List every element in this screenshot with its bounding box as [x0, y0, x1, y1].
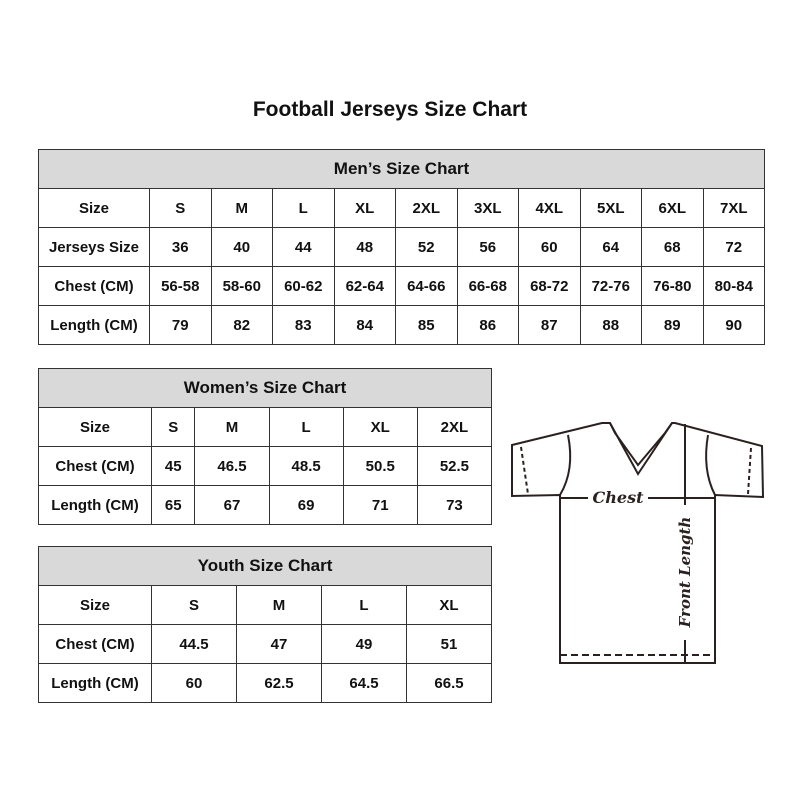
- jersey-outline: [511, 422, 765, 664]
- table-cell: 2XL: [416, 407, 493, 447]
- table-cell: 40: [210, 227, 273, 267]
- table-cell: 60: [518, 227, 581, 267]
- table-row: Size S M L XL: [38, 585, 492, 625]
- table-cell: 67: [194, 485, 270, 525]
- table-cell: 68-72: [518, 266, 581, 306]
- table-cell: 79: [149, 305, 212, 345]
- row-label: Size: [38, 188, 150, 228]
- table-cell: XL: [333, 188, 396, 228]
- table-cell: 82: [210, 305, 273, 345]
- table-cell: L: [272, 188, 335, 228]
- table-cell: 69: [268, 485, 344, 525]
- table-cell: 60-62: [272, 266, 335, 306]
- table-cell: 44.5: [151, 624, 237, 664]
- table-cell: 73: [416, 485, 493, 525]
- table-cell: 88: [579, 305, 642, 345]
- table-row: Size S M L XL 2XL 3XL 4XL 5XL 6XL 7XL: [38, 188, 765, 228]
- table-row: Chest (CM) 45 46.5 48.5 50.5 52.5: [38, 446, 493, 486]
- armhole-right: [705, 434, 716, 496]
- table-cell: 68: [641, 227, 704, 267]
- sleeve-stitch: [520, 446, 752, 495]
- front-length-label: Front Length: [676, 517, 694, 629]
- table-row: Chest (CM) 44.5 47 49 51: [38, 624, 492, 664]
- mens-size-table: Men’s Size Chart Size S M L XL 2XL 3XL 4XL 5XL 6XL…: [38, 149, 765, 345]
- table-cell: 7XL: [702, 188, 765, 228]
- row-label: Chest (CM): [38, 624, 152, 664]
- row-label: Size: [38, 585, 152, 625]
- table-cell: S: [150, 407, 196, 447]
- row-label: Chest (CM): [38, 446, 152, 486]
- table-cell: 52.5: [416, 446, 493, 486]
- table-cell: 5XL: [579, 188, 642, 228]
- table-cell: 47: [236, 624, 322, 664]
- table-heading: Men’s Size Chart: [38, 149, 765, 189]
- table-cell: L: [321, 585, 407, 625]
- table-cell: L: [268, 407, 344, 447]
- table-row: Size S M L XL 2XL: [38, 407, 493, 447]
- row-label: Jerseys Size: [38, 227, 150, 267]
- table-cell: 80-84: [702, 266, 765, 306]
- row-label: Length (CM): [38, 305, 150, 345]
- table-cell: 85: [395, 305, 458, 345]
- table-row: Length (CM) 79 82 83 84 85 86 87 88 89 90: [38, 305, 765, 345]
- table-cell: 36: [149, 227, 212, 267]
- youth-size-table: Youth Size Chart Size S M L XL Chest (CM) 44.5 4…: [38, 546, 492, 703]
- collar: [609, 422, 673, 467]
- table-cell: 45: [150, 446, 196, 486]
- table-cell: 48: [333, 227, 396, 267]
- table-row: Jerseys Size 36 40 44 48 52 56 60 64 68 72: [38, 227, 765, 267]
- table-cell: 87: [518, 305, 581, 345]
- table-cell: 76-80: [641, 266, 704, 306]
- armhole-left: [559, 434, 572, 496]
- page-title: Football Jerseys Size Chart: [252, 98, 528, 121]
- table-cell: 84: [333, 305, 396, 345]
- table-cell: XL: [342, 407, 418, 447]
- table-cell: S: [151, 585, 237, 625]
- table-cell: 62-64: [333, 266, 396, 306]
- table-cell: 65: [150, 485, 196, 525]
- table-cell: 86: [456, 305, 519, 345]
- table-cell: 6XL: [641, 188, 704, 228]
- table-cell: 90: [702, 305, 765, 345]
- chest-label: Chest: [593, 488, 645, 507]
- table-cell: 49: [321, 624, 407, 664]
- row-label: Size: [38, 407, 152, 447]
- table-cell: M: [194, 407, 270, 447]
- womens-size-table: Women’s Size Chart Size S M L XL 2XL Chest (CM)…: [38, 368, 493, 525]
- table-row: Length (CM) 60 62.5 64.5 66.5: [38, 663, 492, 703]
- table-row: Length (CM) 65 67 69 71 73: [38, 485, 493, 525]
- table-cell: 44: [272, 227, 335, 267]
- table-cell: 66-68: [456, 266, 519, 306]
- table-cell: 71: [342, 485, 418, 525]
- table-cell: 62.5: [236, 663, 322, 703]
- row-label: Length (CM): [38, 485, 152, 525]
- table-cell: 64.5: [321, 663, 407, 703]
- table-cell: 72-76: [579, 266, 642, 306]
- table-heading: Youth Size Chart: [38, 546, 492, 586]
- table-cell: M: [236, 585, 322, 625]
- table-cell: 48.5: [268, 446, 344, 486]
- table-cell: 51: [406, 624, 492, 664]
- table-cell: 50.5: [342, 446, 418, 486]
- table-cell: 66.5: [406, 663, 492, 703]
- table-heading: Women’s Size Chart: [38, 368, 492, 408]
- table-cell: 60: [151, 663, 237, 703]
- table-cell: 56-58: [149, 266, 212, 306]
